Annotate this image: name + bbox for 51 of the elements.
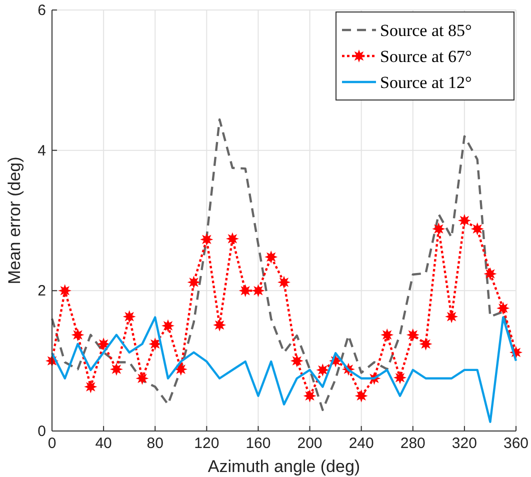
point xyxy=(162,320,174,332)
point xyxy=(98,338,110,350)
x-tick-label: 360 xyxy=(503,435,529,452)
point xyxy=(420,338,432,350)
point xyxy=(278,276,290,288)
x-tick-label: 320 xyxy=(452,435,477,452)
x-tick-label: 120 xyxy=(194,435,220,452)
x-tick-label: 280 xyxy=(400,435,426,452)
point xyxy=(252,285,264,296)
x-axis-title: Azimuth angle (deg) xyxy=(208,457,360,476)
point xyxy=(498,302,509,314)
x-tick-label: 40 xyxy=(95,435,112,452)
legend-label: Source at 67° xyxy=(380,47,472,66)
point xyxy=(240,285,251,296)
point xyxy=(433,223,444,234)
point xyxy=(136,372,148,384)
y-tick-label: 4 xyxy=(38,142,46,160)
point xyxy=(356,390,367,402)
point xyxy=(266,251,277,262)
point xyxy=(226,233,238,244)
point xyxy=(59,285,70,296)
legend-label: Source at 12° xyxy=(380,73,472,92)
point xyxy=(472,223,483,234)
point xyxy=(304,390,316,402)
legend-label: Source at 85° xyxy=(380,21,472,40)
point xyxy=(85,381,96,392)
point xyxy=(407,329,418,340)
point xyxy=(150,338,161,350)
point xyxy=(484,268,496,280)
y-axis-title: Mean error (deg) xyxy=(5,156,24,284)
y-tick-label: 2 xyxy=(38,282,46,300)
point xyxy=(124,311,135,322)
point xyxy=(201,234,212,245)
line-series xyxy=(50,316,518,423)
point xyxy=(175,364,186,375)
x-tick-label: 240 xyxy=(348,435,374,452)
point xyxy=(214,320,226,331)
x-tick-label: 200 xyxy=(297,435,322,452)
point xyxy=(110,364,122,375)
x-tick-label: 160 xyxy=(246,435,271,452)
point xyxy=(291,355,302,366)
point xyxy=(458,215,470,226)
point xyxy=(394,372,406,384)
x-tick-label: 80 xyxy=(146,435,164,452)
point xyxy=(72,329,84,340)
point xyxy=(382,329,393,340)
point xyxy=(317,364,328,376)
y-tick-label: 0 xyxy=(38,423,46,440)
point xyxy=(188,276,200,288)
point xyxy=(446,311,458,322)
y-tick-label: 6 xyxy=(38,2,46,19)
